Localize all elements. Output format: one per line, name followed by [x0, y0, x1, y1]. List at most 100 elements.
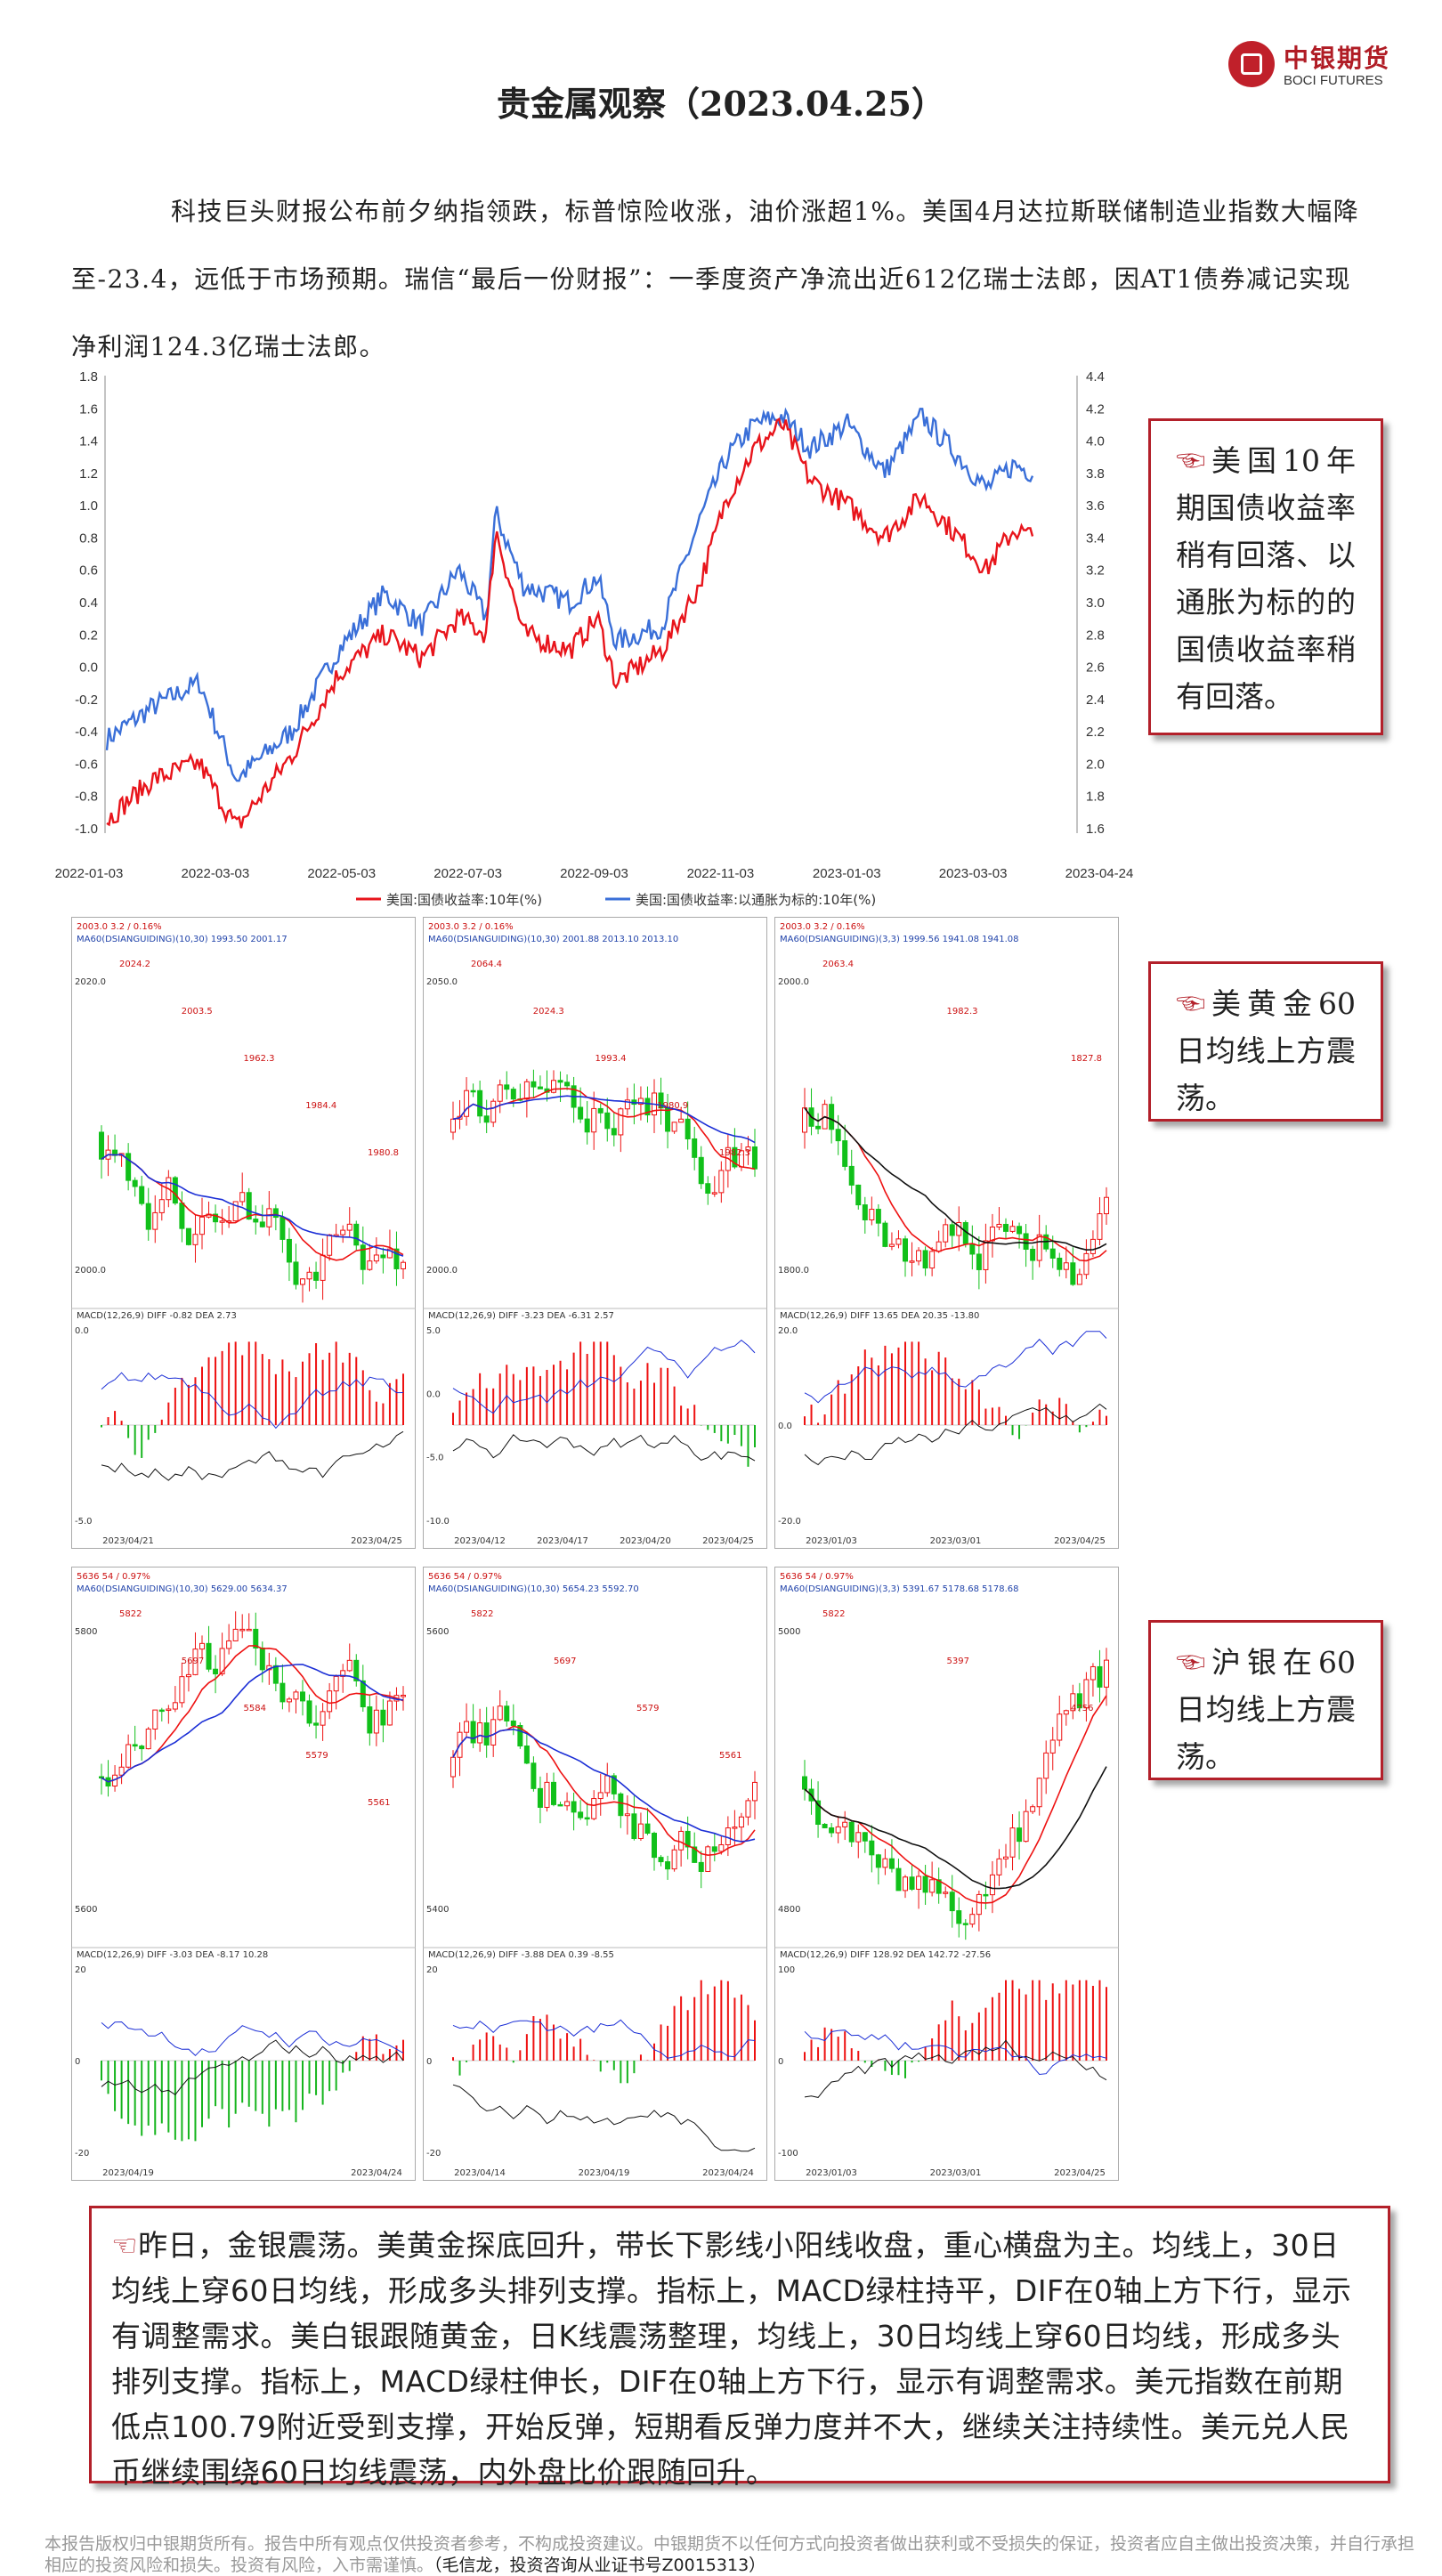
candle-body	[597, 1792, 604, 1800]
gold-panel-2: 2003.0 3.2 / 0.16% MA60(DSIANGUIDING)(10,…	[423, 917, 767, 1549]
candle-body	[624, 1813, 630, 1817]
candle-body	[386, 1700, 393, 1726]
candle-body	[1049, 1248, 1056, 1259]
candle-body	[1083, 1252, 1090, 1276]
candle-body	[327, 1234, 333, 1256]
candle-body	[386, 1248, 393, 1259]
candle-body	[300, 1691, 305, 1702]
dea-line	[804, 1331, 1107, 1404]
candle-body	[219, 1648, 225, 1675]
candle-body	[848, 1165, 855, 1186]
candle-body	[504, 1084, 510, 1090]
panel-frame	[774, 1567, 1119, 2181]
y-left-tick-label: -0.6	[75, 757, 98, 772]
panel-macd-label: MACD(12,26,9) DIFF -3.88 DEA 0.39 -8.55	[428, 1950, 614, 1960]
x-tick-label: 2023-03-03	[939, 866, 1008, 881]
date-label: 2023/04/20	[620, 1536, 671, 1546]
candle-body	[983, 1893, 989, 1897]
dea-line	[804, 2029, 1107, 2076]
candle-body	[916, 1875, 922, 1890]
dea-line	[101, 1372, 404, 1430]
note-silver: ☜沪银在60日均线上方震荡。	[1148, 1620, 1383, 1780]
candle-body	[1023, 1233, 1029, 1250]
price-marker-label: 5584	[244, 1704, 266, 1713]
candle-body	[380, 1254, 386, 1259]
price-axis-label: 4800	[778, 1905, 800, 1915]
candle-body	[888, 1243, 895, 1247]
y-left-tick-label: -0.8	[75, 790, 98, 805]
macd-axis-label: 0	[426, 2057, 432, 2067]
candle-body	[745, 1146, 751, 1152]
y-left-tick-label: 0.2	[79, 628, 98, 643]
candle-body	[199, 1216, 205, 1235]
panel-ma-label: MA60(DSIANGUIDING)(10,30) 5629.00 5634.3…	[77, 1584, 288, 1594]
candle-body	[671, 1122, 677, 1132]
candle-body	[685, 1118, 691, 1139]
candle-body	[537, 1787, 543, 1808]
date-label: 2023/04/17	[537, 1536, 588, 1546]
candle-body	[327, 1690, 333, 1713]
candle-body	[1097, 1665, 1103, 1688]
candle-body	[644, 1098, 651, 1116]
candle-body	[969, 1914, 976, 1925]
candle-body	[943, 1891, 949, 1894]
candle-body	[855, 1832, 862, 1843]
price-marker-label: 1962.3	[244, 1054, 275, 1064]
date-label: 2023/03/01	[930, 2168, 982, 2178]
macd-axis-label: 20	[426, 1965, 438, 1975]
candle-body	[895, 1867, 902, 1891]
candle-body	[132, 1179, 138, 1187]
candle-body	[996, 1858, 1002, 1875]
candle-body	[618, 1793, 624, 1817]
date-label: 2023/04/12	[454, 1536, 506, 1546]
panel-frame	[423, 1567, 767, 2181]
macd-axis-label: -100	[778, 2149, 798, 2159]
date-label: 2023/01/03	[806, 2168, 857, 2178]
candle-body	[145, 1729, 151, 1750]
macd-axis-label: 5.0	[426, 1326, 441, 1336]
panel-ma-label: MA60(DSIANGUIDING)(10,30) 1993.50 2001.1…	[77, 935, 288, 944]
candle-body	[644, 1823, 651, 1835]
y-left-tick-label: 1.6	[79, 401, 98, 417]
price-marker-label: 2024.3	[533, 1007, 564, 1017]
y-left-tick-label: 1.0	[79, 498, 98, 514]
date-label: 2023/04/19	[102, 2168, 154, 2178]
macd-axis-label: 0	[778, 2057, 783, 2067]
dif-line	[804, 1403, 1107, 1466]
candle-body	[333, 1675, 339, 1692]
candle-body	[909, 1260, 915, 1263]
candle-body	[340, 1229, 346, 1235]
candle-body	[1049, 1739, 1056, 1754]
ma-line-long	[804, 1766, 1107, 1890]
candle-body	[551, 1080, 556, 1093]
candle-body	[1009, 1226, 1016, 1232]
candle-body	[631, 1813, 637, 1840]
x-tick-label: 2022-03-03	[182, 866, 250, 881]
candle-body	[976, 1253, 982, 1270]
price-marker-label: 2064.4	[471, 960, 502, 969]
candle-body	[711, 1192, 717, 1195]
date-label: 2023/04/25	[1054, 2168, 1106, 2178]
candle-body	[306, 1700, 312, 1724]
candle-body	[571, 1801, 577, 1813]
macd-axis-label: -10.0	[426, 1517, 450, 1527]
y-right-tick-label: 2.2	[1086, 725, 1105, 740]
candle-body	[869, 1840, 875, 1856]
candle-body	[829, 1104, 835, 1130]
note-gold: ☜美黄金60日均线上方震荡。	[1148, 961, 1383, 1122]
price-marker-label: 2003.5	[182, 1007, 213, 1017]
panel-ma-label: MA60(DSIANGUIDING)(3,3) 5391.67 5178.68 …	[780, 1584, 1019, 1594]
candle-body	[490, 1100, 497, 1123]
y-left-tick-label: 0.4	[79, 595, 98, 611]
dif-line	[101, 2039, 404, 2095]
candle-body	[936, 1879, 942, 1894]
candle-body	[179, 1676, 185, 1704]
macd-axis-label: 0.0	[426, 1389, 441, 1399]
disclaimer: 本报告版权归中银期货所有。报告中所有观点仅供投资者参考，不构成投资建议。中银期货…	[45, 2533, 1415, 2576]
price-axis-label: 2000.0	[778, 977, 809, 987]
candle-body	[306, 1271, 312, 1280]
price-marker-label: 1980.8	[368, 1148, 399, 1158]
candle-body	[869, 1209, 875, 1220]
candle-body	[246, 1192, 252, 1220]
candle-body	[916, 1250, 922, 1262]
